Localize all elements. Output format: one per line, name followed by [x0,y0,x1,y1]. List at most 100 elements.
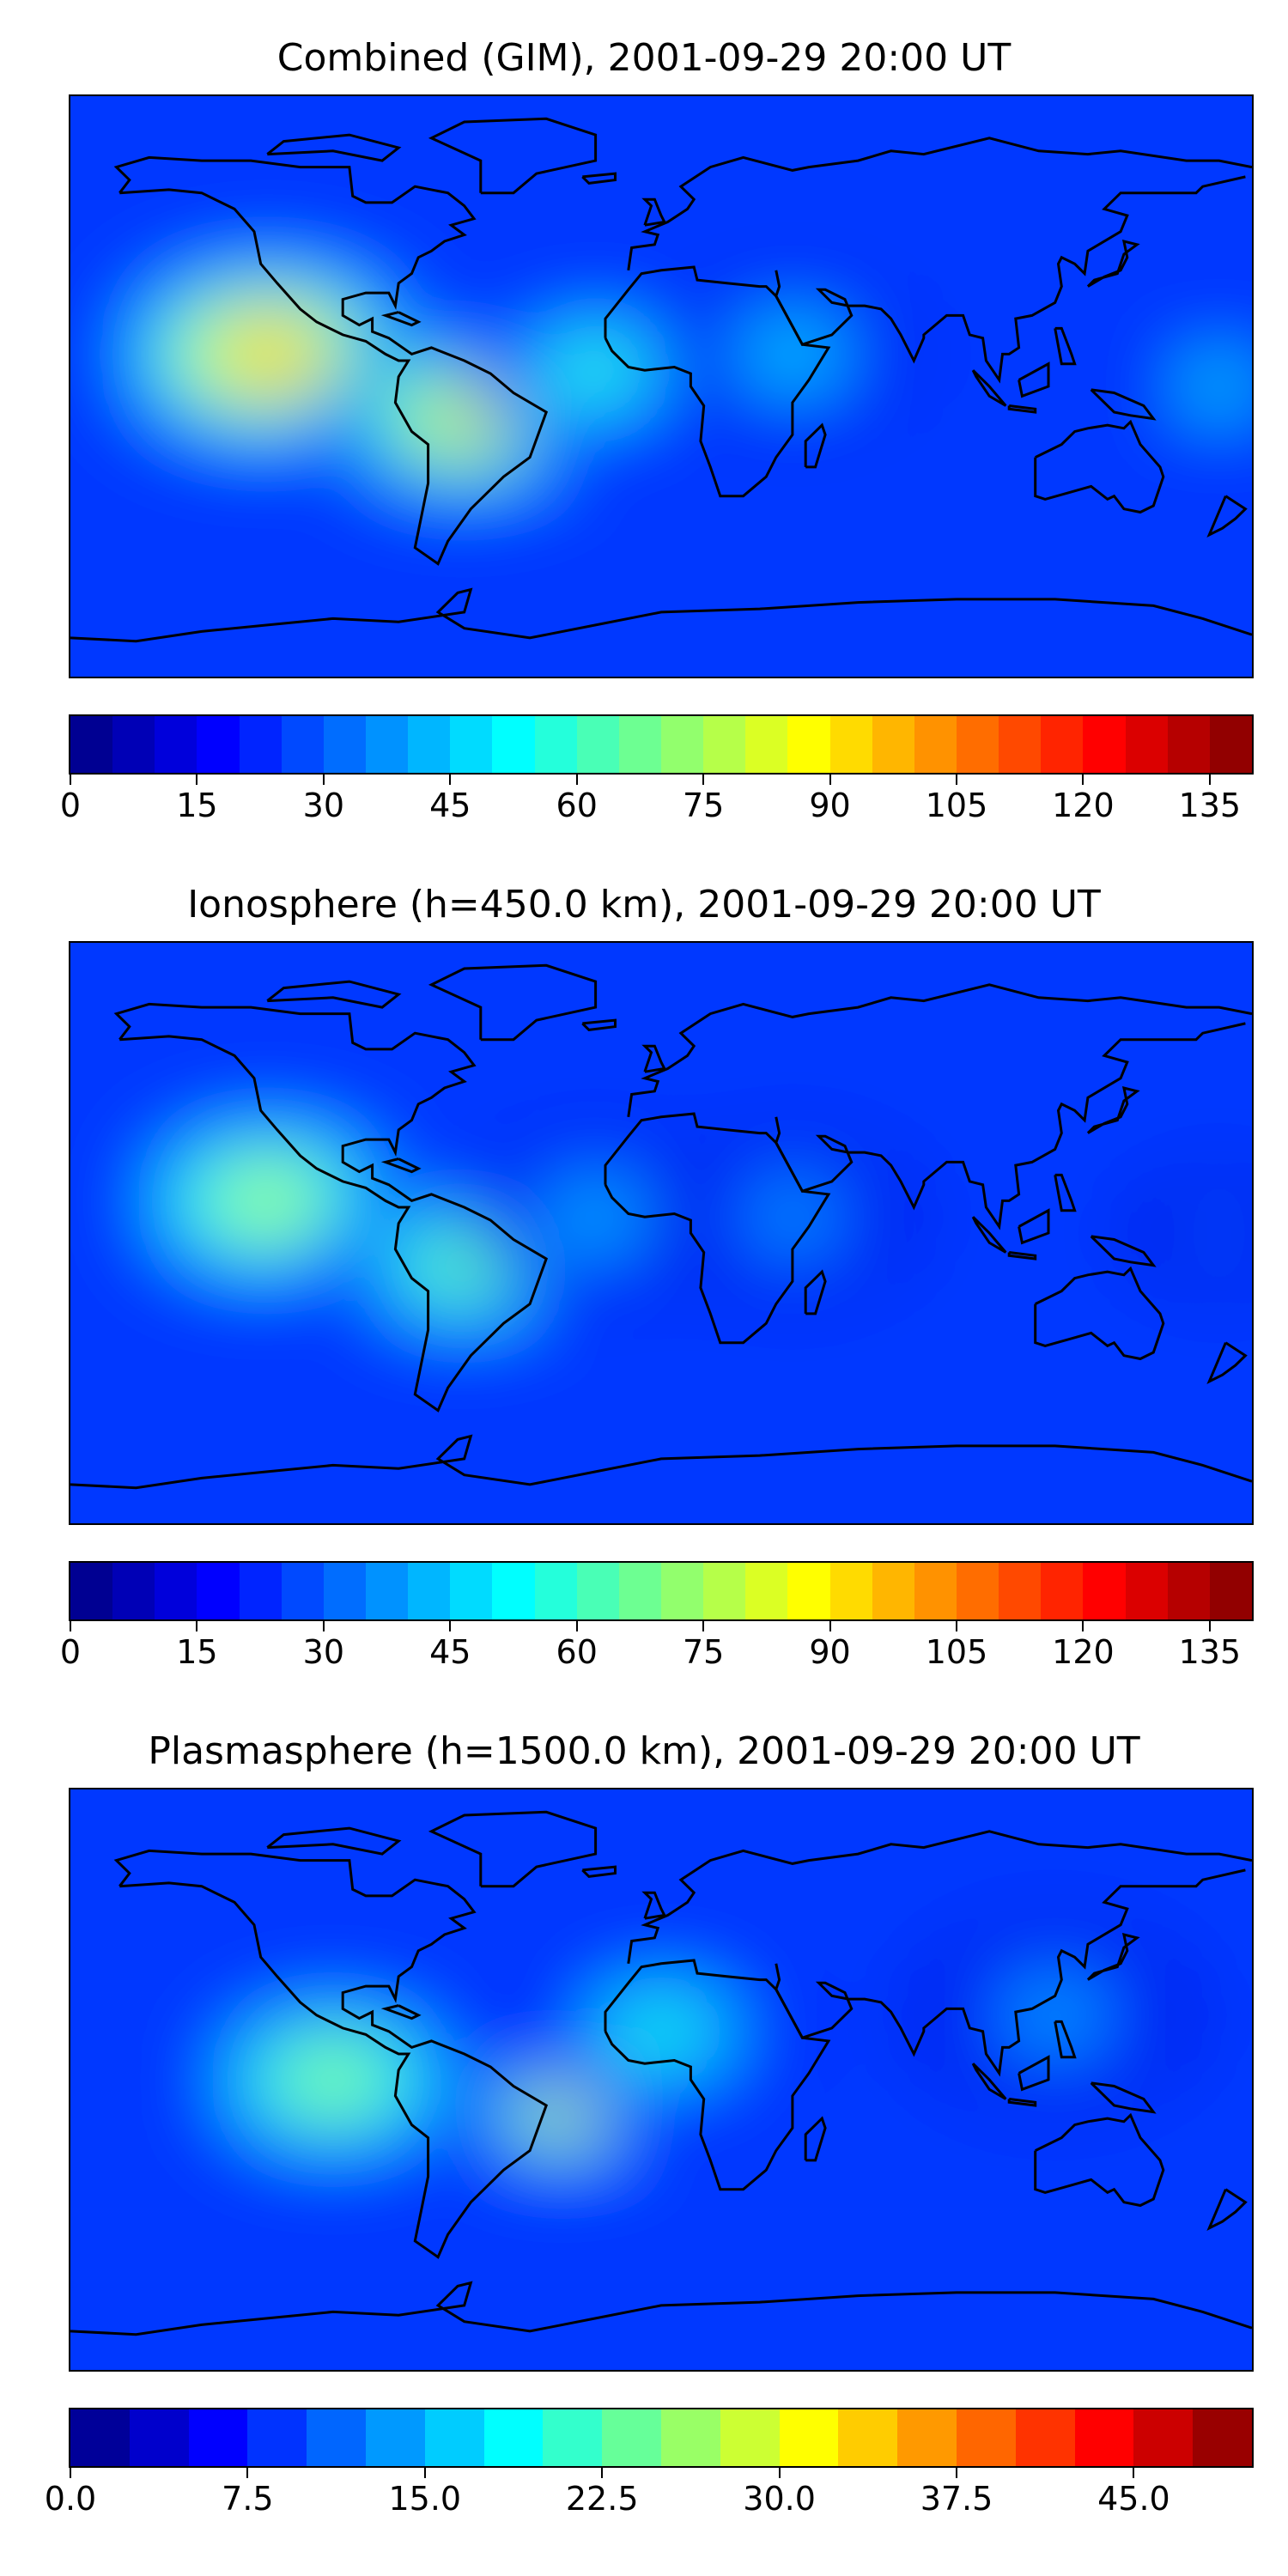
colorbar-level [70,2409,130,2466]
colorbar-level [618,716,661,773]
coastline [1018,1208,1050,1245]
map-panel-ionosphere [69,941,1254,1525]
colorbar-level [450,716,493,773]
coastline [70,2281,1252,2336]
coastline [266,133,402,162]
colorbar-level [838,2409,898,2466]
coastline [581,1865,617,1878]
colorbar-level [660,1563,704,1619]
coastline [1054,1173,1077,1212]
colorbar-tick [423,2468,426,2478]
coastline [1054,326,1077,366]
colorbar-level [745,1563,788,1619]
colorbar-level [483,2409,544,2466]
colorbar-level [155,1563,197,1619]
coastline [1007,404,1037,414]
colorbar-level [450,1563,493,1619]
coastline [266,980,402,1009]
colorbar-level [197,1563,240,1619]
field-hotspot [1200,1222,1237,1244]
coastline [113,155,549,566]
tec-map-combined [70,96,1252,677]
coastline [604,1959,831,2191]
colorbar-level [787,716,830,773]
colorbar-level [618,1563,661,1619]
colorbar-tick-label: 15.0 [388,2480,462,2518]
coastline [380,311,422,327]
colorbar-tick [956,775,957,785]
colorbar-tick-label: 15 [176,1633,218,1671]
colorbar-tick [829,775,831,785]
coastline [804,1269,827,1315]
colorbar-level [1167,716,1210,773]
colorbar-tick-label: 105 [925,1633,988,1671]
coastline [971,369,1007,407]
coastlines [70,117,1252,643]
field-hotspot [570,355,621,386]
colorbar-level [576,716,619,773]
field-hotspot [767,1201,818,1233]
colorbar-tick [1208,1621,1211,1631]
colorbar-level [1083,716,1126,773]
colorbar-level [745,716,788,773]
coastline [1034,2112,1165,2208]
coastline [1018,361,1050,398]
colorbar-level [1125,716,1168,773]
coastline [581,1018,617,1031]
colorbar-level [999,716,1042,773]
colorbar-level [1041,716,1084,773]
coastline [627,1830,1252,1965]
colorbar-tick [70,775,71,785]
map-title-plasmasphere: Plasmasphere (h=1500.0 km), 2001-09-29 2… [148,1729,1140,1773]
colorbar-tick [956,2468,957,2478]
colorbar-level [872,716,914,773]
colorbar-tick-label: 45.0 [1097,2480,1170,2518]
coastline [113,1849,549,2259]
coastline [70,1434,1252,1490]
field-hotspot [435,1247,494,1284]
field-hotspot [544,2100,581,2123]
colorbar-tick-label: 45 [429,1633,471,1671]
tec-map-plasmasphere [70,1789,1252,2370]
colorbar-level [239,1563,282,1619]
colorbar-tick [322,1621,325,1631]
colorbar-tick [702,775,705,785]
colorbar-level [1209,1563,1252,1619]
colorbar-level [188,2409,248,2466]
colorbar-level [1209,716,1252,773]
colorbar-level [1083,1563,1126,1619]
coastline [1206,1341,1248,1384]
coastline [775,175,1246,384]
colorbar-level [365,1563,409,1619]
coastline [804,422,827,469]
field-hotspot [234,1181,301,1221]
colorbar-tick-label: 75 [682,787,725,824]
colorbar-tick-label: 60 [556,787,598,824]
coastline [428,1810,598,1888]
colorbar-tick-label: 0 [59,1633,82,1671]
colorbar-level [576,1563,619,1619]
colorbar-level [897,2409,957,2466]
colorbar-level [70,716,113,773]
coastline [1034,419,1165,514]
colorbar-level [914,1563,957,1619]
colorbar-level [408,716,451,773]
coastline [1018,2055,1050,2092]
colorbar-level [112,1563,155,1619]
map-panel-plasmasphere [69,1788,1254,2372]
colorbar-level [1193,2409,1252,2466]
coastline [1090,2081,1157,2114]
coastline [1007,2098,1037,2107]
map-title-combined: Combined (GIM), 2001-09-29 20:00 UT [276,36,1012,80]
coastline [1086,239,1140,288]
colorbar-tick [1082,1621,1084,1631]
field-hotspot [632,2013,690,2050]
colorbar-level [1133,2409,1194,2466]
field-hotspot [300,2059,366,2100]
colorbar-tick [1208,775,1211,785]
colorbar-level [956,2409,1016,2466]
colorbar-level [155,716,197,773]
coastline [604,265,831,498]
colorbar-tick-label: 105 [925,787,988,824]
field-hotspot [234,334,301,374]
